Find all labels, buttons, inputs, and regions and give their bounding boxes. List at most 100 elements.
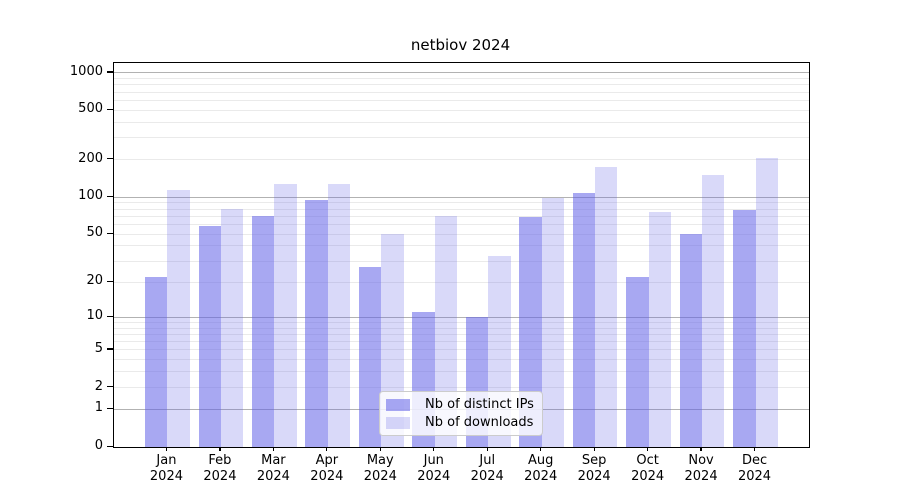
y-tick-label: 20 [86,273,103,289]
y-tick [107,195,113,197]
x-tick-label-line: 2024 [256,468,290,484]
x-tick [700,447,702,451]
gridline-minor [114,333,809,335]
bar-downloads [541,197,565,447]
bar-downloads [274,183,297,447]
x-tick-label: Sep 2024 [564,453,624,484]
x-tick-label: Oct 2024 [618,453,678,484]
x-tick [272,447,274,451]
x-tick-label-line: Mar [261,453,286,468]
x-tick [379,447,381,451]
y-tick-label: 200 [78,150,103,166]
y-tick [107,158,113,160]
bar-downloads [648,211,671,447]
y-tick-label: 0 [94,438,103,453]
y-tick-label: 1 [94,400,103,416]
x-tick-label-line: Aug [527,453,554,468]
gridline-major [114,316,809,318]
gridline-minor [114,387,809,388]
bar-distinct-ips [198,226,221,447]
x-tick-label-line: Jul [479,453,496,468]
y-tick-label: 10 [86,308,103,324]
gridline-minor [114,109,809,111]
x-tick [647,447,649,451]
gridline-minor [114,327,809,329]
bar-distinct-ips [145,277,168,447]
bar-downloads [702,175,725,447]
y-tick-label: 100 [78,188,103,204]
legend-label-distinct-ips: Nb of distinct IPs [425,397,534,412]
x-tick-label-line: 2024 [203,468,237,484]
bar-distinct-ips [252,216,275,447]
gridline-minor [114,91,809,93]
x-tick-label: Apr 2024 [297,453,357,484]
y-tick-label: 5 [94,340,103,356]
bar-downloads [167,190,190,447]
bar-downloads [434,216,458,447]
legend-swatch-distinct-ips [386,398,410,411]
x-tick-label-line: Jan [156,453,177,468]
legend-row-downloads: Nb of downloads [386,415,534,430]
bar-downloads [595,167,618,447]
x-tick [165,447,168,451]
gridline-minor [114,321,809,323]
bar-distinct-ips [572,193,596,447]
x-tick-label: May 2024 [350,453,410,484]
x-tick-label-line: 2024 [684,468,718,484]
gridline-minor [114,260,809,262]
y-tick [107,232,113,234]
y-tick [107,71,113,73]
y-tick [107,108,113,111]
y-tick-label: 50 [86,225,103,241]
x-tick-label-line: 2024 [363,468,397,484]
x-tick [219,447,221,451]
y-tick [107,315,113,317]
gridline-minor [114,99,809,101]
gridline-minor [114,245,809,247]
x-tick-label-line: Nov [688,453,714,468]
y-tick-label: 1000 [69,63,103,79]
x-tick-label-line: 2024 [631,468,665,484]
x-tick-label-line: Feb [208,453,232,468]
legend-row-distinct-ips: Nb of distinct IPs [386,397,534,412]
gridline-minor [114,202,809,204]
x-tick-label-line: 2024 [149,468,183,484]
gridline-minor [114,78,809,80]
bar-distinct-ips [358,266,382,447]
y-tick-label: 500 [78,101,103,117]
x-tick [540,447,542,451]
y-tick [107,348,113,350]
x-tick-label: Mar 2024 [243,453,303,484]
gridline-major [114,72,809,74]
x-tick-label-line: 2024 [577,468,611,484]
chart-title: netbiov 2024 [410,36,511,54]
gridline-minor [114,281,809,283]
x-tick-label: Jul 2024 [457,453,517,484]
x-tick-label: Jan 2024 [136,453,196,484]
y-tick [107,386,113,388]
y-tick [107,280,113,282]
gridline-minor [114,341,809,343]
gridline-minor [114,233,809,235]
bar-downloads [755,157,778,447]
gridline-minor [114,137,809,139]
legend-label-downloads: Nb of downloads [425,415,534,430]
x-tick-label-line: Sep [581,453,607,468]
y-tick-label: 2 [94,378,103,394]
bar-downloads [327,183,351,447]
x-tick-label-line: May [366,453,394,468]
x-tick [326,447,328,451]
gridline-minor [114,159,809,161]
gridline-minor [114,215,809,217]
x-tick [593,447,595,451]
gridline-minor [114,208,809,210]
gridline-minor [114,84,809,86]
gridline-minor [114,349,809,351]
y-tick [107,445,113,447]
bar-distinct-ips [626,277,649,447]
x-tick-label: Jun 2024 [404,453,464,484]
x-tick-label-line: Oct [636,453,659,468]
gridline-minor [114,223,809,225]
y-tick [107,407,113,410]
